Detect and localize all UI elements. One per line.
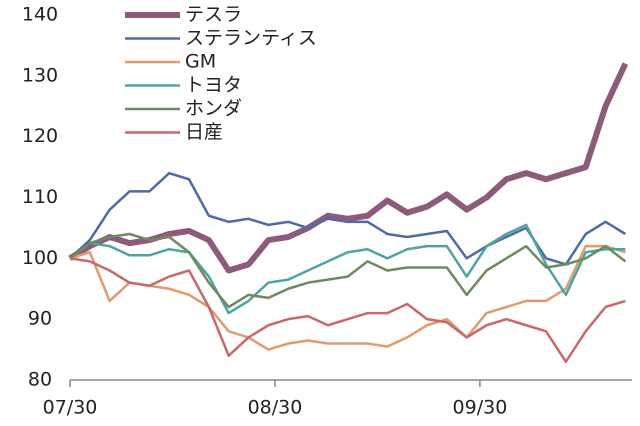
legend-label: トヨタ	[185, 74, 242, 96]
series-line	[68, 62, 629, 274]
y-tick-label: 110	[22, 186, 58, 208]
y-tick-label: 100	[22, 247, 58, 269]
x-tick-label: 09/30	[453, 397, 508, 419]
legend-label: 日産	[185, 121, 223, 143]
y-tick-label: 120	[22, 125, 58, 147]
series-line	[69, 232, 627, 309]
x-tick-label: 07/30	[43, 397, 98, 419]
x-tick-label: 08/30	[248, 397, 303, 419]
y-tick-label: 130	[22, 64, 58, 86]
y-tick-label: 90	[28, 308, 52, 330]
series-line	[69, 244, 626, 351]
legend-label: ホンダ	[185, 98, 242, 120]
legend-label: テスラ	[185, 4, 242, 26]
y-tick-label: 140	[22, 4, 58, 26]
series-line	[69, 223, 626, 315]
legend-label: ステランティス	[185, 27, 317, 49]
legend-label: GM	[185, 51, 216, 73]
y-tick-label: 80	[28, 369, 52, 391]
series-line	[69, 257, 626, 363]
